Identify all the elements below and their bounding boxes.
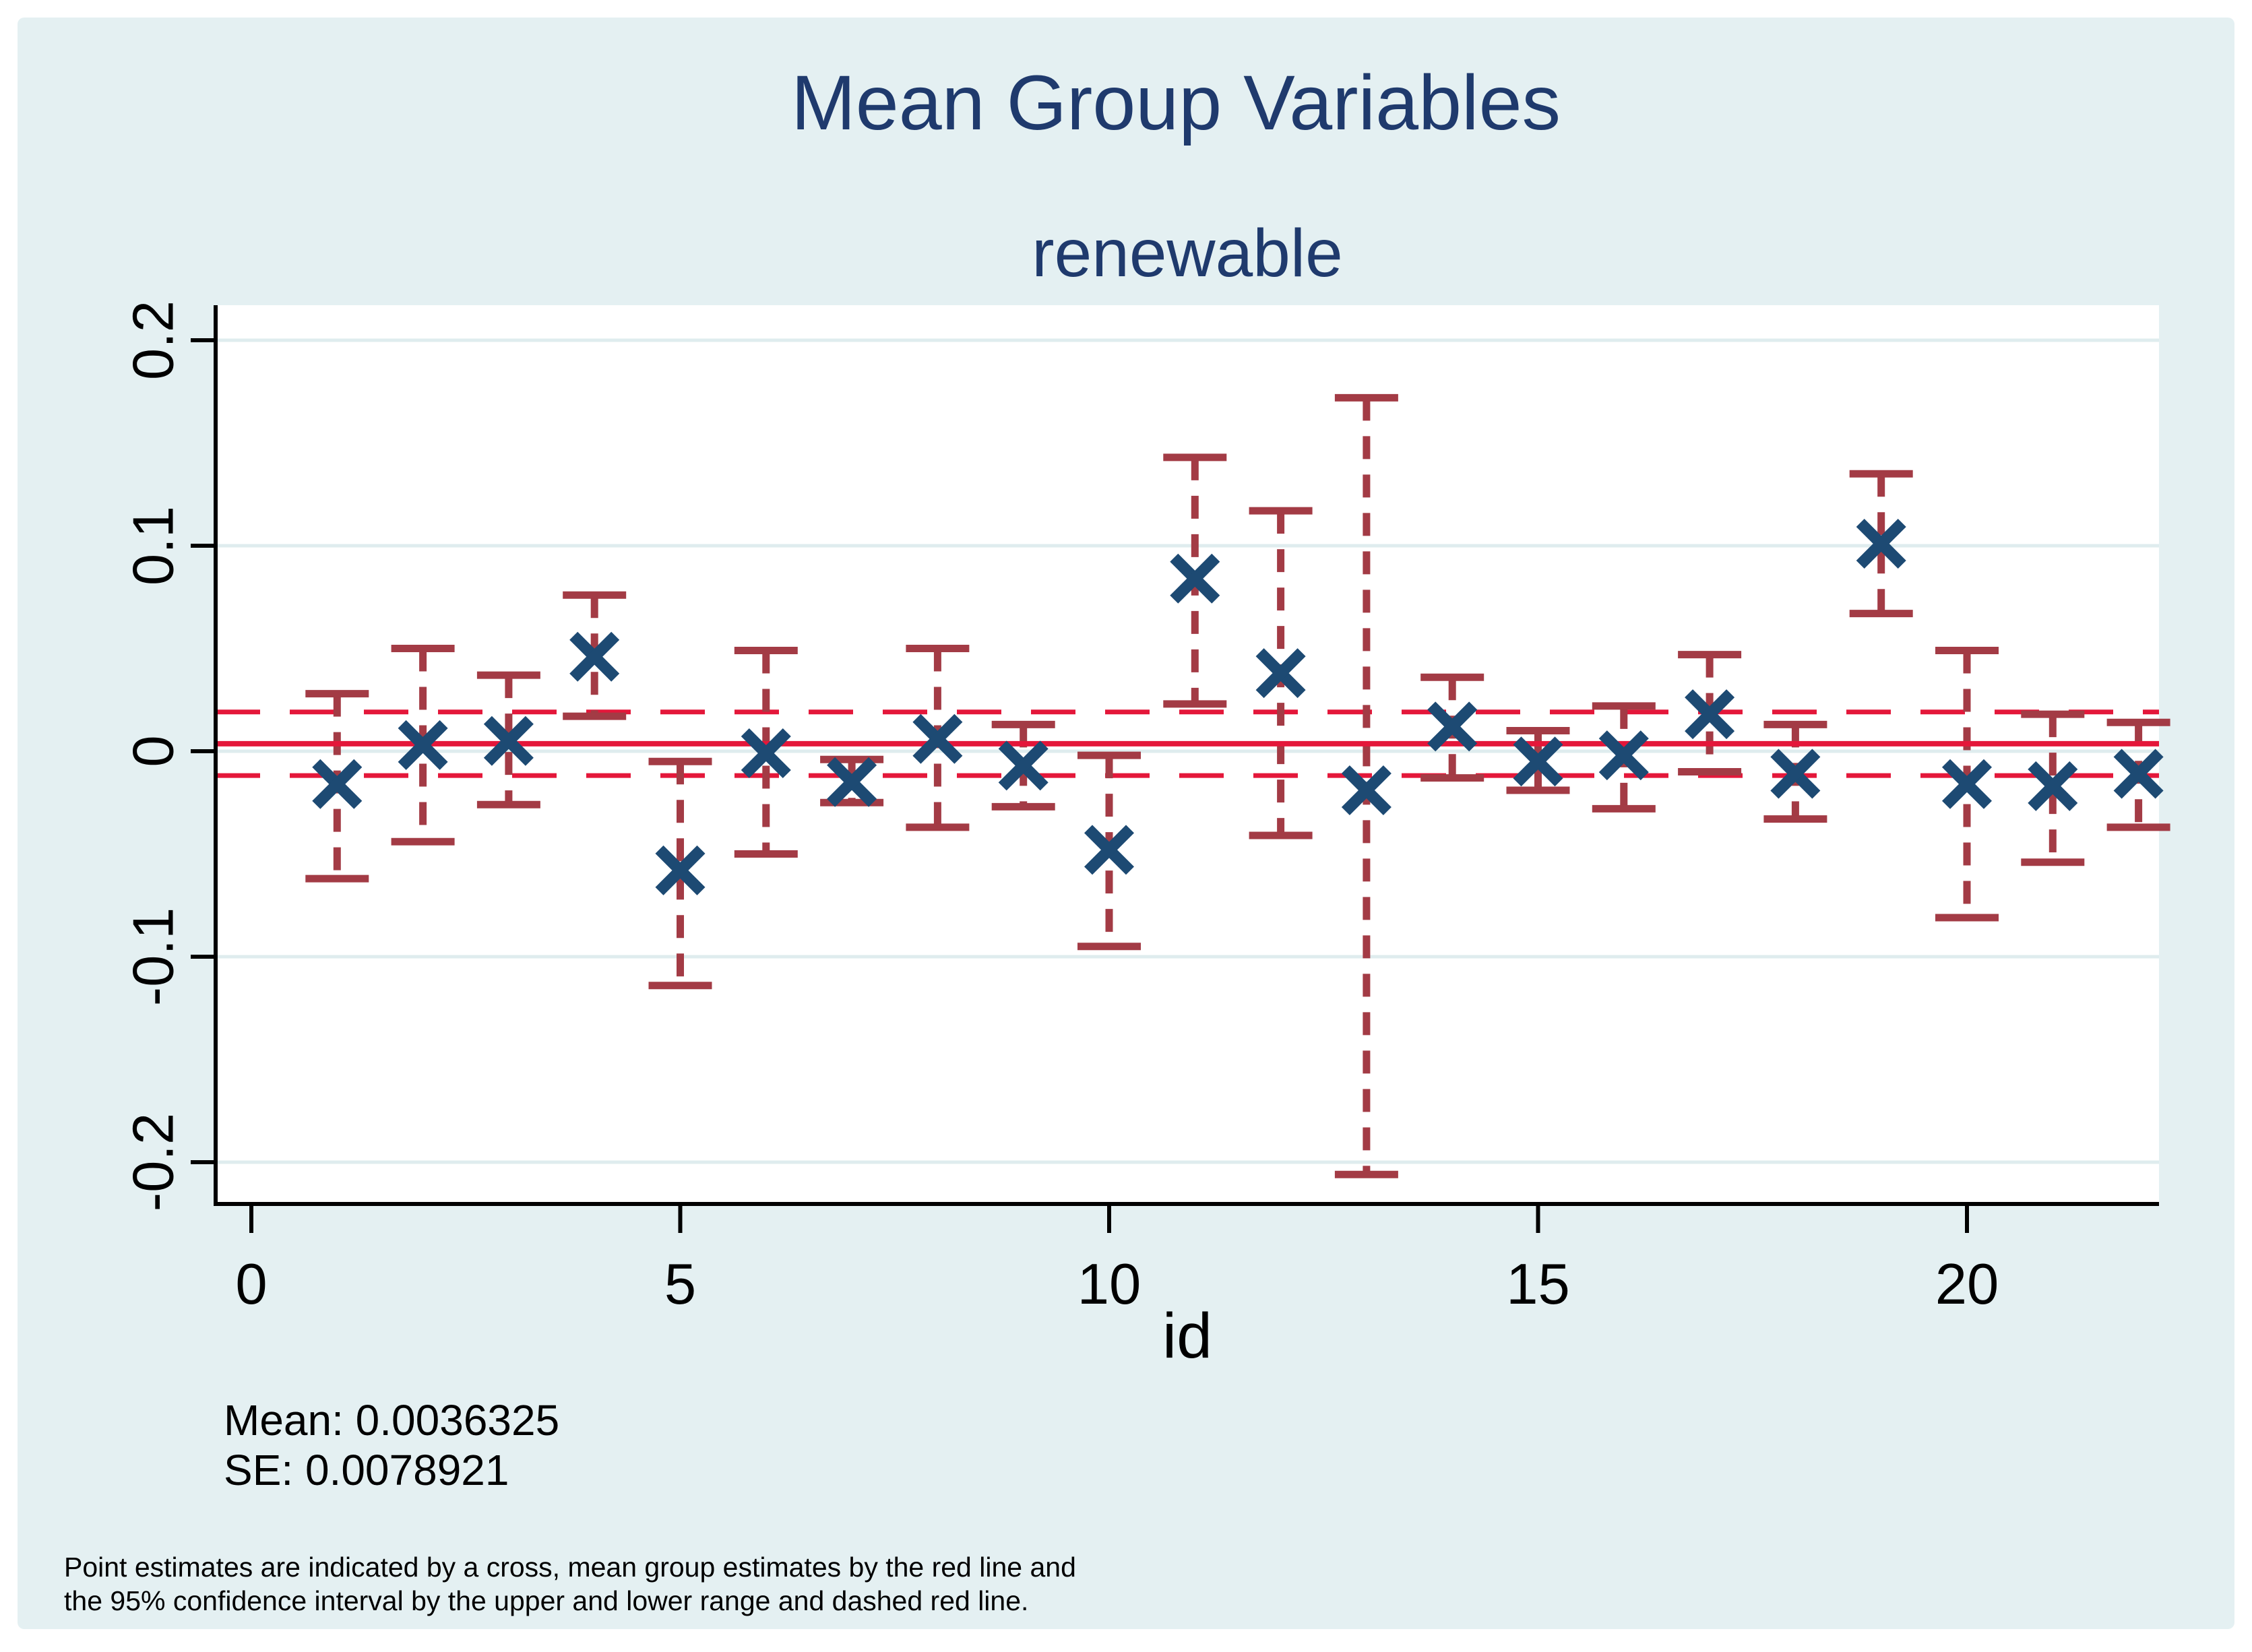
chart-title: Mean Group Variables — [791, 60, 1561, 146]
mean-stat-text: Mean: 0.0036325 — [224, 1396, 559, 1444]
footnote-line-2: the 95% confidence interval by the upper… — [64, 1585, 1028, 1616]
point-cross-marker — [569, 631, 620, 682]
x-tick-label: 15 — [1506, 1252, 1570, 1316]
y-tick-label: 0.2 — [122, 300, 186, 380]
point-cross-marker — [1084, 825, 1135, 875]
point-cross-marker — [312, 759, 363, 809]
x-tick-label: 20 — [1935, 1252, 1999, 1316]
point-cross-marker — [912, 713, 963, 764]
x-tick-label: 5 — [664, 1252, 696, 1316]
point-cross-marker — [1170, 553, 1220, 604]
y-tick-label: -0.2 — [122, 1113, 186, 1211]
point-cross-marker — [1941, 759, 1993, 809]
footnote-line-1: Point estimates are indicated by a cross… — [64, 1552, 1076, 1583]
point-cross-marker — [2113, 749, 2164, 799]
point-cross-marker — [998, 740, 1049, 791]
point-cross-marker — [1856, 518, 1906, 569]
chart-subtitle: renewable — [1032, 216, 1342, 291]
y-tick-label: 0 — [122, 735, 186, 767]
x-axis-label: id — [1162, 1300, 1212, 1372]
point-cross-marker — [1598, 730, 1649, 781]
point-cross-marker — [1255, 648, 1306, 699]
y-tick-label: 0.1 — [122, 506, 186, 585]
x-tick-label: 10 — [1077, 1252, 1141, 1316]
x-tick-label: 0 — [235, 1252, 267, 1316]
point-cross-marker — [483, 716, 534, 766]
point-cross-marker — [655, 845, 706, 895]
point-cross-marker — [1427, 701, 1478, 752]
point-cross-marker — [1685, 689, 1735, 740]
point-cross-marker — [1770, 749, 1821, 799]
ci-band-layer — [216, 709, 2159, 778]
se-stat-text: SE: 0.0078921 — [224, 1446, 509, 1494]
cross-markers-layer — [312, 518, 2164, 895]
point-cross-marker — [1513, 736, 1563, 787]
y-axis: 0.2 0.1 0 -0.1 -0.2 — [122, 300, 216, 1211]
point-cross-marker — [398, 720, 448, 770]
x-axis: 0 5 10 15 20 — [235, 1204, 1999, 1316]
point-cross-marker — [2028, 761, 2078, 811]
point-cross-marker — [827, 757, 877, 807]
point-cross-marker — [741, 728, 791, 779]
gridlines-layer — [216, 338, 2159, 1164]
point-cross-marker — [1341, 765, 1391, 815]
y-tick-label: -0.1 — [122, 908, 186, 1006]
